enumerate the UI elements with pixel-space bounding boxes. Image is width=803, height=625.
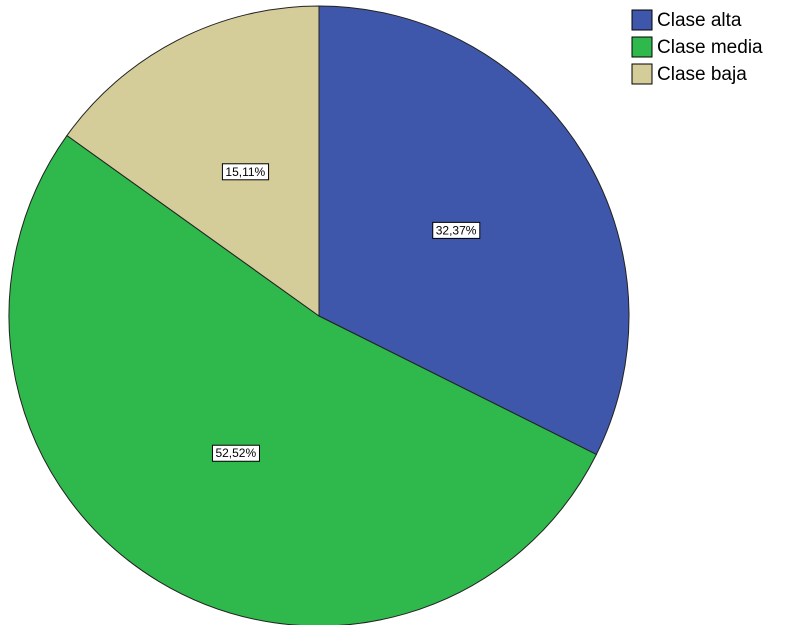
data-label-box bbox=[432, 221, 481, 239]
data-label-text: 15,11% bbox=[225, 165, 265, 179]
legend-label: Clase baja bbox=[657, 64, 747, 85]
legend-swatch bbox=[631, 9, 653, 31]
data-label-text: 52,52% bbox=[215, 446, 256, 460]
legend-swatch bbox=[631, 36, 653, 58]
pie-slice bbox=[66, 5, 320, 317]
legend-swatch bbox=[631, 63, 653, 85]
legend-label: Clase alta bbox=[657, 10, 742, 31]
pie-slice bbox=[8, 134, 598, 625]
data-label-box bbox=[221, 163, 270, 181]
data-label: 15,11% bbox=[221, 163, 270, 181]
data-label-box bbox=[211, 444, 260, 462]
legend-label: Clase media bbox=[657, 37, 763, 58]
data-label: 32,37% bbox=[432, 221, 481, 239]
data-label: 52,52% bbox=[211, 444, 260, 462]
data-label-text: 32,37% bbox=[436, 223, 477, 237]
